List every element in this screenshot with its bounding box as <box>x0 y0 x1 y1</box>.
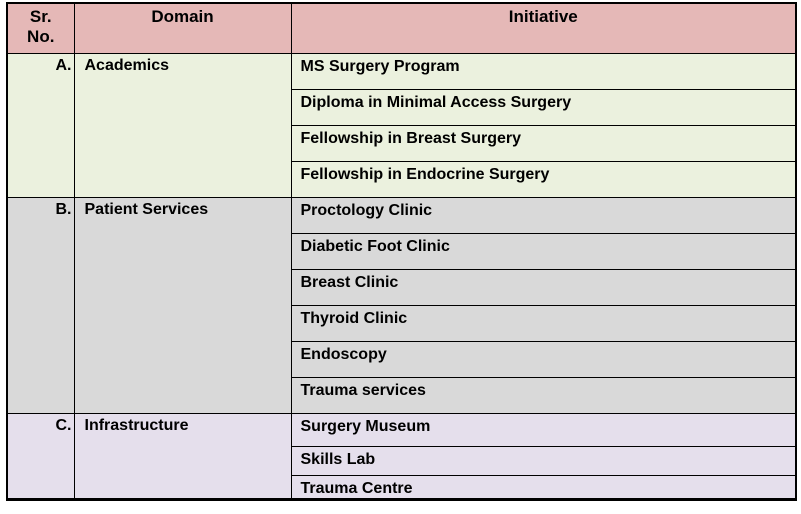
table-row: Trauma services <box>7 376 797 414</box>
section-c-sr-no: C. <box>6 412 75 500</box>
initiative-cell: Fellowship in Breast Surgery <box>290 124 797 162</box>
table-row: Fellowship in Breast Surgery <box>7 124 797 162</box>
initiative-cell: Skills Lab <box>290 445 797 476</box>
header-sr-line2: No. <box>27 27 55 46</box>
table-row: Endoscopy <box>7 340 797 378</box>
table-row: Trauma Centre <box>7 474 797 500</box>
table-row: Thyroid Clinic <box>7 304 797 342</box>
header-cell-domain: Domain <box>73 2 292 54</box>
table-row: B. Patient Services Proctology Clinic <box>6 196 797 414</box>
section-c-domain: Infrastructure <box>73 412 292 500</box>
header-sr-line1: Sr. <box>29 7 52 26</box>
initiative-cell: Diploma in Minimal Access Surgery <box>290 88 797 126</box>
section-a-domain: Academics <box>73 52 292 198</box>
initiative-cell: Breast Clinic <box>290 268 797 306</box>
table-row: A. Academics MS Surgery Program <box>6 52 797 198</box>
initiative-cell: Endoscopy <box>290 340 797 378</box>
initiative-cell: Surgery Museum <box>290 412 797 447</box>
header-cell-sr-no: Sr. No. <box>6 2 75 54</box>
initiative-cell: Trauma Centre <box>290 474 797 500</box>
initiative-cell: Diabetic Foot Clinic <box>290 232 797 270</box>
section-a-sr-no: A. <box>6 52 75 198</box>
section-b-domain: Patient Services <box>73 196 292 414</box>
initiatives-table: Sr. No. Domain Initiative A. Academics M… <box>6 2 797 501</box>
section-b-sr-no: B. <box>6 196 75 414</box>
initiative-cell: Trauma services <box>290 376 797 414</box>
initiative-cell: Thyroid Clinic <box>290 304 797 342</box>
table-row: Breast Clinic <box>7 268 797 306</box>
header-row: Sr. No. Domain Initiative <box>6 2 797 54</box>
initiative-cell: Proctology Clinic <box>290 196 797 234</box>
table-row: Diabetic Foot Clinic <box>7 232 797 270</box>
initiative-cell: MS Surgery Program <box>290 52 797 90</box>
header-cell-initiative: Initiative <box>290 2 797 54</box>
table-row: C. Infrastructure Surgery Museum <box>6 412 797 500</box>
initiative-cell: Fellowship in Endocrine Surgery <box>290 160 797 198</box>
table-row: Skills Lab <box>7 445 797 476</box>
table-row: Diploma in Minimal Access Surgery <box>7 88 797 126</box>
